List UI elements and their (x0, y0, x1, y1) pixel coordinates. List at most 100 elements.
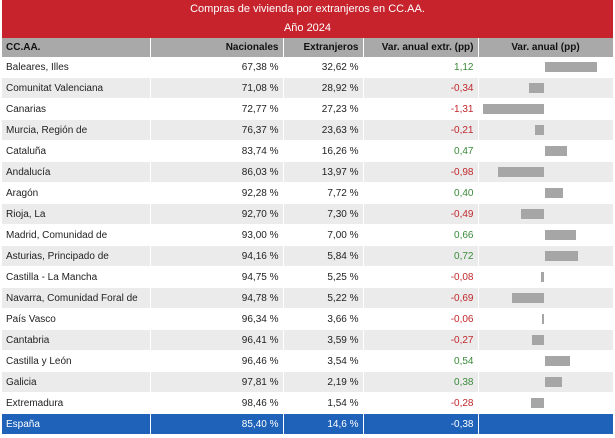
var-bar (531, 398, 545, 408)
nacionales-cell: 97,81 % (150, 371, 284, 393)
var-extr-cell: -0,21 (363, 119, 479, 141)
region-cell: Canarias (2, 98, 151, 120)
var-extr-cell: -0,08 (363, 266, 479, 288)
var-extr-cell: 0,54 (363, 350, 479, 372)
var-bar-cell (478, 161, 614, 183)
var-bar-cell (478, 245, 614, 267)
table-row: Madrid, Comunidad de 93,00 % 7,00 % 0,66 (2, 224, 614, 246)
extranjeros-cell: 14,6 % (283, 413, 364, 435)
extranjeros-cell: 5,22 % (283, 287, 364, 309)
var-bar-cell (478, 140, 614, 162)
extranjeros-cell: 2,19 % (283, 371, 364, 393)
column-header-var-extr: Var. anual extr. (pp) (363, 38, 479, 57)
var-bar (544, 230, 576, 240)
region-cell: Murcia, Región de (2, 119, 151, 141)
nacionales-cell: 72,77 % (150, 98, 284, 120)
region-cell: Cantabria (2, 329, 151, 351)
var-bar (482, 104, 545, 114)
var-bar-cell (478, 371, 614, 393)
var-bar (541, 314, 545, 324)
region-cell: Cataluña (2, 140, 151, 162)
extranjeros-cell: 16,26 % (283, 140, 364, 162)
region-cell: Asturias, Principado de (2, 245, 151, 267)
nacionales-cell: 94,78 % (150, 287, 284, 309)
data-table: CC.AA. Nacionales Extranjeros Var. anual… (2, 38, 614, 435)
var-extr-cell: 0,72 (363, 245, 479, 267)
var-extr-cell: -0,28 (363, 392, 479, 414)
nacionales-cell: 67,38 % (150, 57, 284, 78)
nacionales-cell: 94,75 % (150, 266, 284, 288)
region-cell: Andalucía (2, 161, 151, 183)
table-row: Navarra, Comunidad Foral de 94,78 % 5,22 %… (2, 287, 614, 309)
table-row: Castilla y León 96,46 % 3,54 % 0,54 (2, 350, 614, 372)
region-cell: Rioja, La (2, 203, 151, 225)
var-bar (521, 209, 545, 219)
var-extr-cell: -0,38 (363, 413, 479, 435)
region-cell: Comunitat Valenciana (2, 77, 151, 99)
nacionales-cell: 92,70 % (150, 203, 284, 225)
region-cell: Baleares, Illes (2, 57, 151, 78)
var-extr-cell: -1,31 (363, 98, 479, 120)
table-row: Aragón 92,28 % 7,72 % 0,40 (2, 182, 614, 204)
region-cell: España (2, 413, 151, 435)
region-cell: País Vasco (2, 308, 151, 330)
table-row: País Vasco 96,34 % 3,66 % -0,06 (2, 308, 614, 330)
var-extr-cell: -0,34 (363, 77, 479, 99)
nacionales-cell: 76,37 % (150, 119, 284, 141)
var-bar (498, 167, 545, 177)
var-extr-cell: -0,27 (363, 329, 479, 351)
var-extr-cell: -0,98 (363, 161, 479, 183)
var-bar (544, 356, 570, 366)
var-bar-cell (478, 182, 614, 204)
nacionales-cell: 96,46 % (150, 350, 284, 372)
nacionales-cell: 93,00 % (150, 224, 284, 246)
header-row: CC.AA. Nacionales Extranjeros Var. anual… (2, 38, 614, 57)
extranjeros-cell: 7,00 % (283, 224, 364, 246)
var-bar-cell (478, 308, 614, 330)
var-bar-cell (478, 77, 614, 99)
column-header-extranjeros: Extranjeros (283, 38, 364, 57)
var-bar (528, 83, 545, 93)
var-bar-cell (478, 224, 614, 246)
table-row: Comunitat Valenciana 71,08 % 28,92 % -0,34 (2, 77, 614, 99)
column-header-nacionales: Nacionales (150, 38, 284, 57)
nacionales-cell: 94,16 % (150, 245, 284, 267)
var-bar (544, 146, 567, 156)
table-row: Murcia, Región de 76,37 % 23,63 % -0,21 (2, 119, 614, 141)
var-bar-cell (478, 57, 614, 78)
nacionales-cell: 85,40 % (150, 413, 284, 435)
nacionales-cell: 71,08 % (150, 77, 284, 99)
extranjeros-cell: 7,30 % (283, 203, 364, 225)
var-bar-cell (478, 119, 614, 141)
extranjeros-cell: 1,54 % (283, 392, 364, 414)
extranjeros-cell: 3,66 % (283, 308, 364, 330)
region-cell: Castilla y León (2, 350, 151, 372)
column-header-var-bar: Var. anual (pp) (478, 38, 614, 57)
var-extr-cell: -0,06 (363, 308, 479, 330)
region-cell: Aragón (2, 182, 151, 204)
table-subtitle: Año 2024 (283, 22, 332, 34)
extranjeros-cell: 3,59 % (283, 329, 364, 351)
var-bar (544, 377, 563, 387)
var-extr-cell: 0,40 (363, 182, 479, 204)
var-extr-cell: 0,38 (363, 371, 479, 393)
total-row: España 85,40 % 14,6 % -0,38 (2, 413, 614, 435)
table-row: Baleares, Illes 67,38 % 32,62 % 1,12 (2, 57, 614, 78)
var-extr-cell: -0,69 (363, 287, 479, 309)
var-bar-cell (478, 203, 614, 225)
table-row: Rioja, La 92,70 % 7,30 % -0,49 (2, 203, 614, 225)
var-extr-cell: 0,66 (363, 224, 479, 246)
var-bar (540, 272, 545, 282)
var-bar-cell (478, 413, 614, 435)
extranjeros-cell: 5,25 % (283, 266, 364, 288)
extranjeros-cell: 13,97 % (283, 161, 364, 183)
nacionales-cell: 86,03 % (150, 161, 284, 183)
table-row: Asturias, Principado de 94,16 % 5,84 % 0,72 (2, 245, 614, 267)
extranjeros-cell: 5,84 % (283, 245, 364, 267)
var-bar (544, 62, 598, 72)
table-row: Canarias 72,77 % 27,23 % -1,31 (2, 98, 614, 120)
region-cell: Galicia (2, 371, 151, 393)
table-row: Cantabria 96,41 % 3,59 % -0,27 (2, 329, 614, 351)
extranjeros-cell: 32,62 % (283, 57, 364, 78)
nacionales-cell: 96,34 % (150, 308, 284, 330)
